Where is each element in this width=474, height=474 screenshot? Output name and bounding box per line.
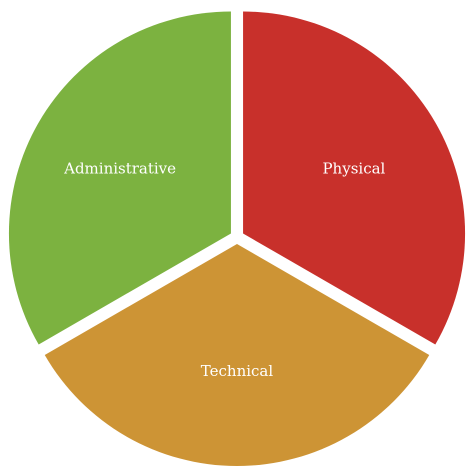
pie-slice-physical: [243, 11, 466, 345]
pie-label-physical: Physical: [322, 160, 385, 178]
pie-label-administrative: Administrative: [63, 160, 176, 178]
pie-label-technical: Technical: [201, 362, 274, 380]
pie-slice-administrative: [8, 11, 231, 345]
pie-labels: Physical Technical Administrative: [63, 160, 385, 381]
pie-slice-technical: [44, 244, 430, 466]
pie-slices: [8, 11, 466, 466]
